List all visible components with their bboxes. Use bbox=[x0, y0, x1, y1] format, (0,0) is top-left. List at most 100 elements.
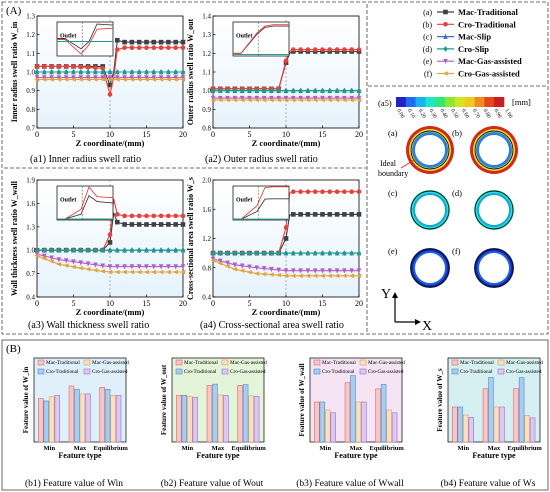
data-point bbox=[247, 87, 252, 94]
y-tick-label: 0.4 bbox=[202, 294, 211, 302]
bar-legend-swatch bbox=[313, 368, 321, 375]
data-point bbox=[305, 189, 311, 194]
y-axis-arrowhead bbox=[392, 292, 398, 298]
data-point bbox=[356, 273, 362, 279]
data-point bbox=[92, 77, 98, 82]
data-point bbox=[136, 45, 142, 51]
data-point bbox=[34, 77, 40, 82]
data-point bbox=[129, 269, 135, 275]
data-point bbox=[165, 269, 171, 275]
data-point bbox=[180, 69, 186, 75]
data-point bbox=[348, 97, 354, 103]
data-point bbox=[166, 213, 171, 219]
line-chart-a4: 0 5 10 15 20 0.4 0.8 1.2 1.6 2.0 Z coordinate/(mm)… bbox=[186, 177, 363, 318]
bar bbox=[493, 406, 500, 443]
data-point bbox=[63, 247, 69, 253]
data-point bbox=[327, 268, 333, 274]
data-point bbox=[107, 264, 113, 270]
ring-hole bbox=[415, 195, 445, 225]
x-tick-label: 20 bbox=[179, 130, 187, 139]
x-axis-label: Z coordinate/(mm) bbox=[252, 307, 321, 317]
data-point bbox=[269, 87, 274, 94]
ideal-boundary-circle bbox=[410, 248, 450, 288]
x-tick-label: 15 bbox=[143, 130, 151, 139]
y-axis-label: Feature value of W_wall bbox=[298, 363, 306, 436]
data-point bbox=[239, 95, 245, 101]
data-point bbox=[254, 250, 260, 256]
data-point bbox=[173, 39, 178, 45]
y-tick-label: 1.9 bbox=[26, 177, 35, 185]
data-point bbox=[305, 87, 311, 94]
data-point bbox=[327, 273, 333, 279]
data-point bbox=[261, 266, 267, 272]
data-point bbox=[158, 264, 164, 270]
bar bbox=[524, 415, 530, 443]
bar bbox=[223, 395, 229, 443]
line-chart-a1: 0 5 10 15 20 0.7 0.8 0.9 1.0 1.1 1.2 1.3 Z coordinat… bbox=[10, 13, 187, 149]
y-tick-label: 1.0 bbox=[26, 69, 35, 77]
data-point bbox=[100, 69, 105, 75]
bar-legend-label: Mac-Traditional bbox=[460, 360, 494, 366]
axis-y-label: Y bbox=[381, 287, 391, 302]
data-point bbox=[320, 47, 325, 52]
data-point bbox=[180, 264, 186, 270]
data-point bbox=[158, 247, 164, 253]
colorbar-tick-label: 0.20 bbox=[417, 108, 427, 120]
data-point bbox=[305, 95, 311, 101]
category-label: Max bbox=[74, 445, 87, 452]
ideal-boundary-label: Ideal bbox=[380, 159, 397, 168]
category-label: Min bbox=[44, 445, 56, 452]
data-point bbox=[305, 97, 311, 103]
category-label: Max bbox=[212, 445, 225, 452]
y-tick-label: 1.3 bbox=[202, 31, 211, 39]
data-point bbox=[48, 77, 54, 82]
y-tick-label: 0.8 bbox=[202, 264, 211, 272]
data-point bbox=[298, 212, 303, 217]
data-point bbox=[319, 273, 325, 279]
data-point bbox=[291, 47, 296, 52]
data-point bbox=[100, 247, 105, 253]
section-b-frame bbox=[1, 339, 549, 491]
data-point bbox=[100, 263, 105, 269]
data-point bbox=[136, 75, 142, 81]
x-tick-label: 15 bbox=[143, 299, 151, 308]
data-point bbox=[144, 222, 149, 227]
bar bbox=[330, 412, 336, 443]
bar bbox=[386, 409, 392, 443]
data-point bbox=[232, 97, 238, 103]
bar bbox=[85, 393, 91, 443]
data-point bbox=[349, 189, 355, 194]
ring-hole bbox=[415, 135, 445, 165]
bar-legend-swatch bbox=[451, 359, 459, 366]
data-point bbox=[320, 268, 325, 274]
data-point bbox=[49, 255, 54, 261]
data-point bbox=[56, 77, 62, 82]
category-label: Equilibrium bbox=[94, 445, 129, 452]
bar bbox=[452, 406, 458, 443]
contour-panel-label: (a) bbox=[388, 128, 398, 138]
data-point bbox=[166, 39, 171, 45]
data-point bbox=[327, 212, 333, 217]
x-axis-label: Feature type bbox=[334, 451, 378, 460]
bar bbox=[457, 406, 464, 443]
data-point bbox=[180, 39, 186, 45]
data-point bbox=[356, 250, 362, 256]
inset-box bbox=[232, 185, 290, 221]
bar-legend-label: Cro-Gas-assisted bbox=[506, 369, 542, 375]
colorbar-segment bbox=[435, 97, 446, 107]
data-point bbox=[342, 250, 347, 256]
data-point bbox=[225, 95, 230, 101]
y-tick-label: 1.2 bbox=[26, 31, 35, 39]
y-axis-label: Inner radius swell ratio W_in bbox=[10, 21, 19, 122]
bar bbox=[49, 396, 55, 443]
data-point bbox=[166, 247, 171, 253]
data-point bbox=[320, 87, 325, 94]
bar bbox=[314, 401, 320, 443]
data-point bbox=[232, 266, 238, 272]
data-point bbox=[158, 222, 164, 227]
data-point bbox=[283, 87, 289, 94]
data-point bbox=[165, 77, 171, 82]
inset-box bbox=[232, 21, 290, 57]
data-point bbox=[144, 264, 149, 270]
bar bbox=[38, 398, 44, 443]
